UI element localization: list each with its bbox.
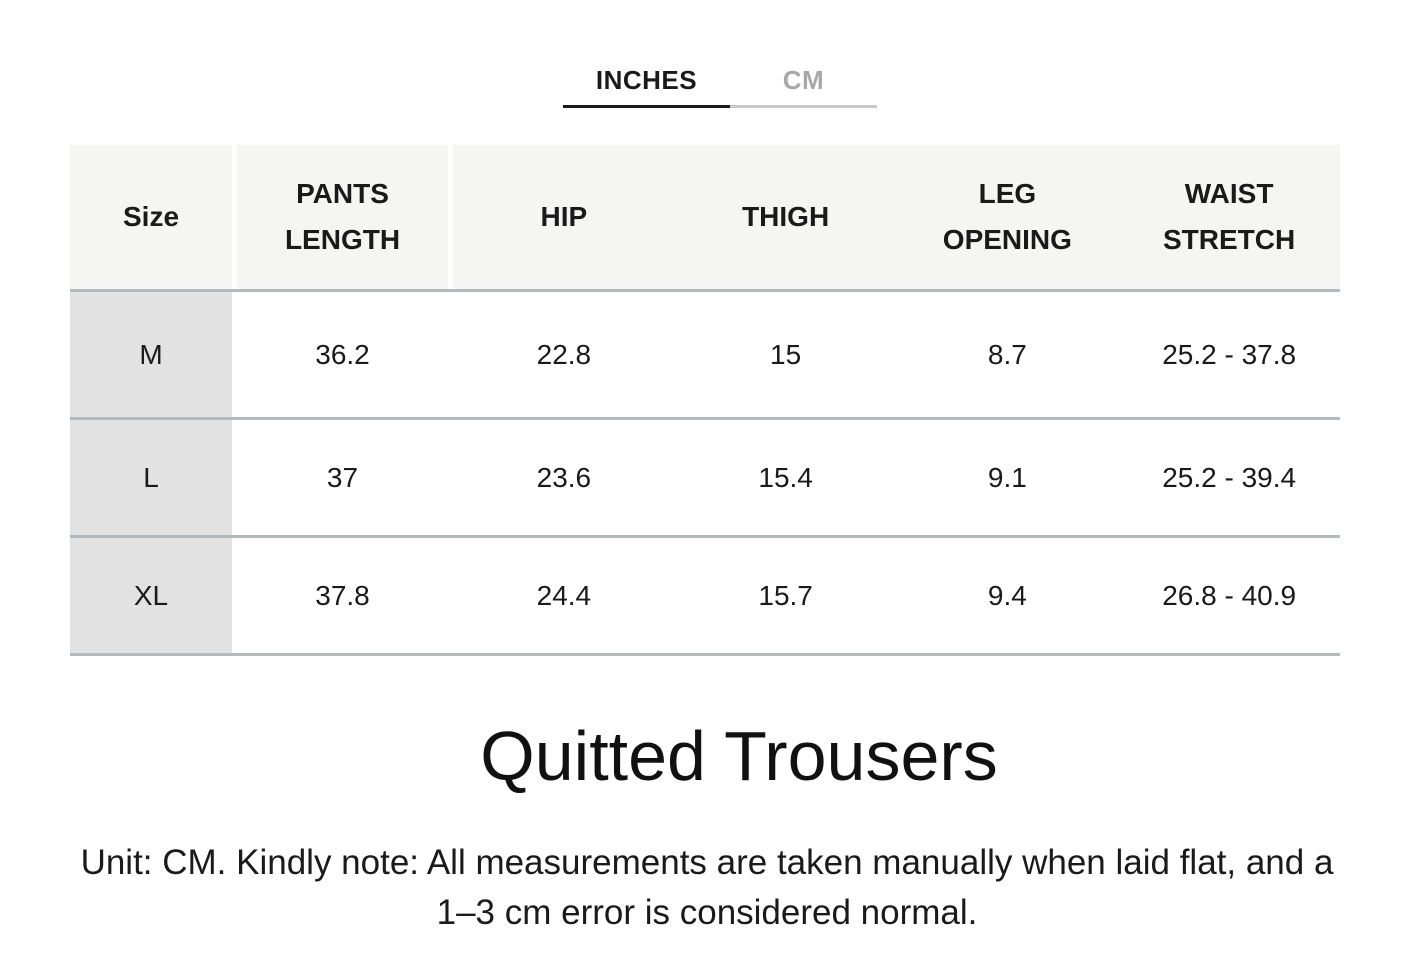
row-separator	[70, 289, 1340, 292]
leg-opening-cell: 8.7	[987, 338, 1027, 370]
column-header-size: Size	[70, 145, 232, 289]
cell-divider	[232, 538, 237, 653]
row-values: 22.8 15 8.7 25.2 - 37.8	[453, 292, 1340, 417]
column-header-label: PANTS LENGTH	[284, 178, 401, 255]
waist-stretch-cell: 25.2 - 37.8	[1162, 338, 1297, 370]
size-table: Size PANTS LENGTH HIP THIGH LEG OPENING …	[70, 145, 1340, 656]
waist-stretch-cell: 25.2 - 39.4	[1162, 461, 1297, 493]
cell-divider	[232, 420, 237, 535]
row-separator	[70, 653, 1340, 656]
row-values: 23.6 15.4 9.1 25.2 - 39.4	[453, 420, 1340, 535]
table-header-row: Size PANTS LENGTH HIP THIGH LEG OPENING …	[70, 145, 1340, 289]
measurement-note: Unit: CM. Kindly note: All measurements …	[80, 843, 1334, 932]
row-values: 24.4 15.7 9.4 26.8 - 40.9	[453, 538, 1340, 653]
column-header-thigh: THIGH	[674, 194, 897, 240]
thigh-cell: 15	[770, 338, 802, 370]
column-header-leg-opening: LEG OPENING	[896, 171, 1119, 263]
column-header-pants-length: PANTS LENGTH	[237, 145, 448, 289]
pants-length-cell: 37.8	[237, 538, 448, 653]
tab-inches[interactable]: INCHES	[563, 55, 730, 108]
table-row-xl: XL 37.8 24.4 15.7 9.4 26.8 - 40.9	[70, 538, 1340, 653]
hip-cell: 22.8	[536, 338, 592, 370]
size-cell: XL	[70, 538, 232, 653]
thigh-cell: 15.7	[758, 579, 813, 611]
column-header-label: WAIST STRETCH	[1163, 178, 1296, 255]
column-header-label: LEG OPENING	[942, 178, 1072, 255]
cell-divider	[448, 538, 453, 653]
pants-length-cell: 37	[237, 420, 448, 535]
cell-divider	[232, 292, 237, 417]
table-row-l: L 37 23.6 15.4 9.1 25.2 - 39.4	[70, 420, 1340, 535]
size-cell: L	[70, 420, 232, 535]
column-header-waist-stretch: WAIST STRETCH	[1118, 171, 1340, 263]
cell-divider	[448, 292, 453, 417]
page-title: Quitted Trousers	[480, 717, 998, 795]
header-divider	[448, 145, 453, 289]
header-group: HIP THIGH LEG OPENING WAIST STRETCH	[453, 145, 1340, 289]
size-cell: M	[70, 292, 232, 417]
unit-tabs: INCHES CM	[563, 55, 877, 108]
leg-opening-cell: 9.1	[987, 461, 1027, 493]
table-row-m: M 36.2 22.8 15 8.7 25.2 - 37.8	[70, 292, 1340, 417]
waist-stretch-cell: 26.8 - 40.9	[1162, 579, 1297, 611]
row-separator	[70, 417, 1340, 420]
hip-cell: 24.4	[536, 579, 592, 611]
tab-cm[interactable]: CM	[730, 55, 877, 108]
pants-length-cell: 36.2	[237, 292, 448, 417]
thigh-cell: 15.4	[758, 461, 813, 493]
leg-opening-cell: 9.4	[987, 579, 1027, 611]
header-divider	[232, 145, 237, 289]
cell-divider	[448, 420, 453, 535]
hip-cell: 23.6	[536, 461, 592, 493]
row-separator	[70, 535, 1340, 538]
column-header-hip: HIP	[453, 194, 675, 240]
